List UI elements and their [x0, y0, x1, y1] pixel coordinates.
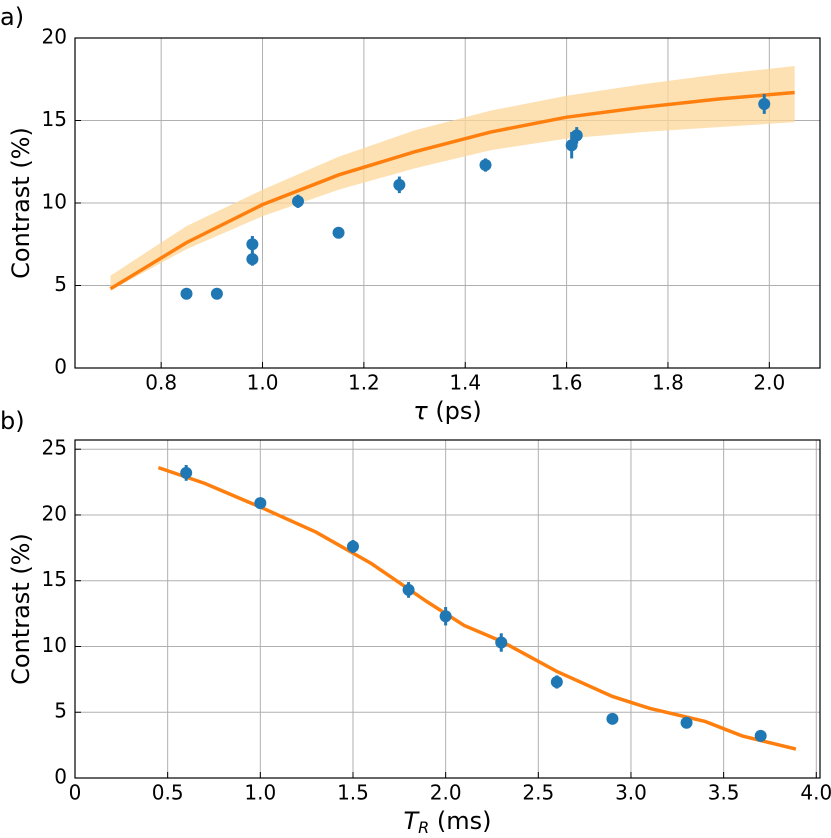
data-point	[180, 466, 193, 479]
data-point	[758, 98, 771, 110]
data-point	[210, 287, 223, 300]
y-tick-label: 25	[42, 436, 67, 460]
y-tick-label: 10	[42, 190, 67, 214]
x-axis-unit: (ps)	[435, 397, 481, 425]
x-tick-label: 0	[69, 781, 82, 805]
fit-line	[157, 465, 797, 751]
data-point	[180, 287, 193, 300]
x-tick-label: 3.5	[708, 781, 740, 805]
x-tick-label: 2.0	[430, 781, 462, 805]
data-point	[479, 159, 492, 172]
panel-label: b)	[0, 407, 25, 435]
y-tick-label: 20	[42, 25, 67, 49]
panel: a) 0 5 10 15 20 0.8 1.0 1.2 1.4 1.6 1.8 2.0 Contrast …	[0, 3, 821, 425]
x-axis-space	[428, 397, 436, 425]
data-point	[570, 129, 583, 142]
data-point	[680, 716, 693, 729]
data-point	[246, 238, 259, 251]
panel-label: a)	[0, 3, 24, 31]
x-tick-label: 0.5	[152, 781, 184, 805]
y-axis-label: Contrast (%)	[7, 127, 35, 279]
x-tick-label: 1.5	[337, 781, 369, 805]
data-point	[606, 712, 619, 725]
data-point	[439, 610, 452, 623]
data-point	[254, 497, 267, 510]
x-tick-label: 4.0	[800, 781, 831, 805]
x-tick-label: 2.0	[753, 371, 785, 395]
x-tick-label: 1.4	[449, 371, 481, 395]
y-tick-label: 15	[42, 567, 67, 591]
data-point	[346, 540, 359, 553]
data-point	[495, 636, 508, 649]
data-point	[332, 226, 345, 239]
data-point	[565, 139, 578, 152]
y-tick-label: 20	[42, 501, 67, 525]
confidence-band	[110, 66, 795, 291]
x-tick-label: 3.0	[615, 781, 647, 805]
x-tick-label: 1.2	[348, 371, 380, 395]
x-tick-label: 1.6	[551, 371, 583, 395]
x-axis-label: τ (ps)	[413, 397, 482, 425]
y-tick-label: 0	[54, 765, 67, 789]
x-tick-label: 1.0	[244, 781, 276, 805]
data-point	[550, 675, 563, 688]
y-tick-label: 5	[54, 699, 67, 723]
data-point	[291, 195, 304, 208]
x-tick-label: 0.8	[145, 371, 177, 395]
y-axis-label: Contrast (%)	[7, 533, 35, 685]
data-point	[246, 253, 259, 266]
x-tick-label: 2.5	[522, 781, 554, 805]
y-tick-label: 5	[54, 272, 67, 296]
panel: b) 0 5 10 15 20 25 0 0.5 1.0 1.5 2.0 2.5 3.0 3.5 4.0 Con…	[0, 407, 831, 837]
x-tick-label: 1.0	[247, 371, 279, 395]
data-point	[402, 583, 415, 596]
y-tick-label: 0	[54, 355, 67, 379]
fit-line	[109, 90, 795, 291]
plot-frame	[74, 37, 821, 369]
x-axis-unit: (ms)	[437, 807, 492, 835]
data-point	[754, 729, 767, 742]
x-axis-label: TR (ms)	[403, 807, 491, 837]
x-axis-symbol: τ	[413, 397, 428, 425]
plot-frame	[74, 439, 821, 779]
x-axis-symbol: T	[403, 807, 420, 835]
data-point	[393, 178, 406, 191]
y-tick-label: 15	[42, 107, 67, 131]
x-axis-space	[429, 807, 437, 835]
x-tick-label: 1.8	[652, 371, 684, 395]
x-axis-subscript: R	[418, 818, 429, 837]
y-tick-label: 10	[42, 633, 67, 657]
